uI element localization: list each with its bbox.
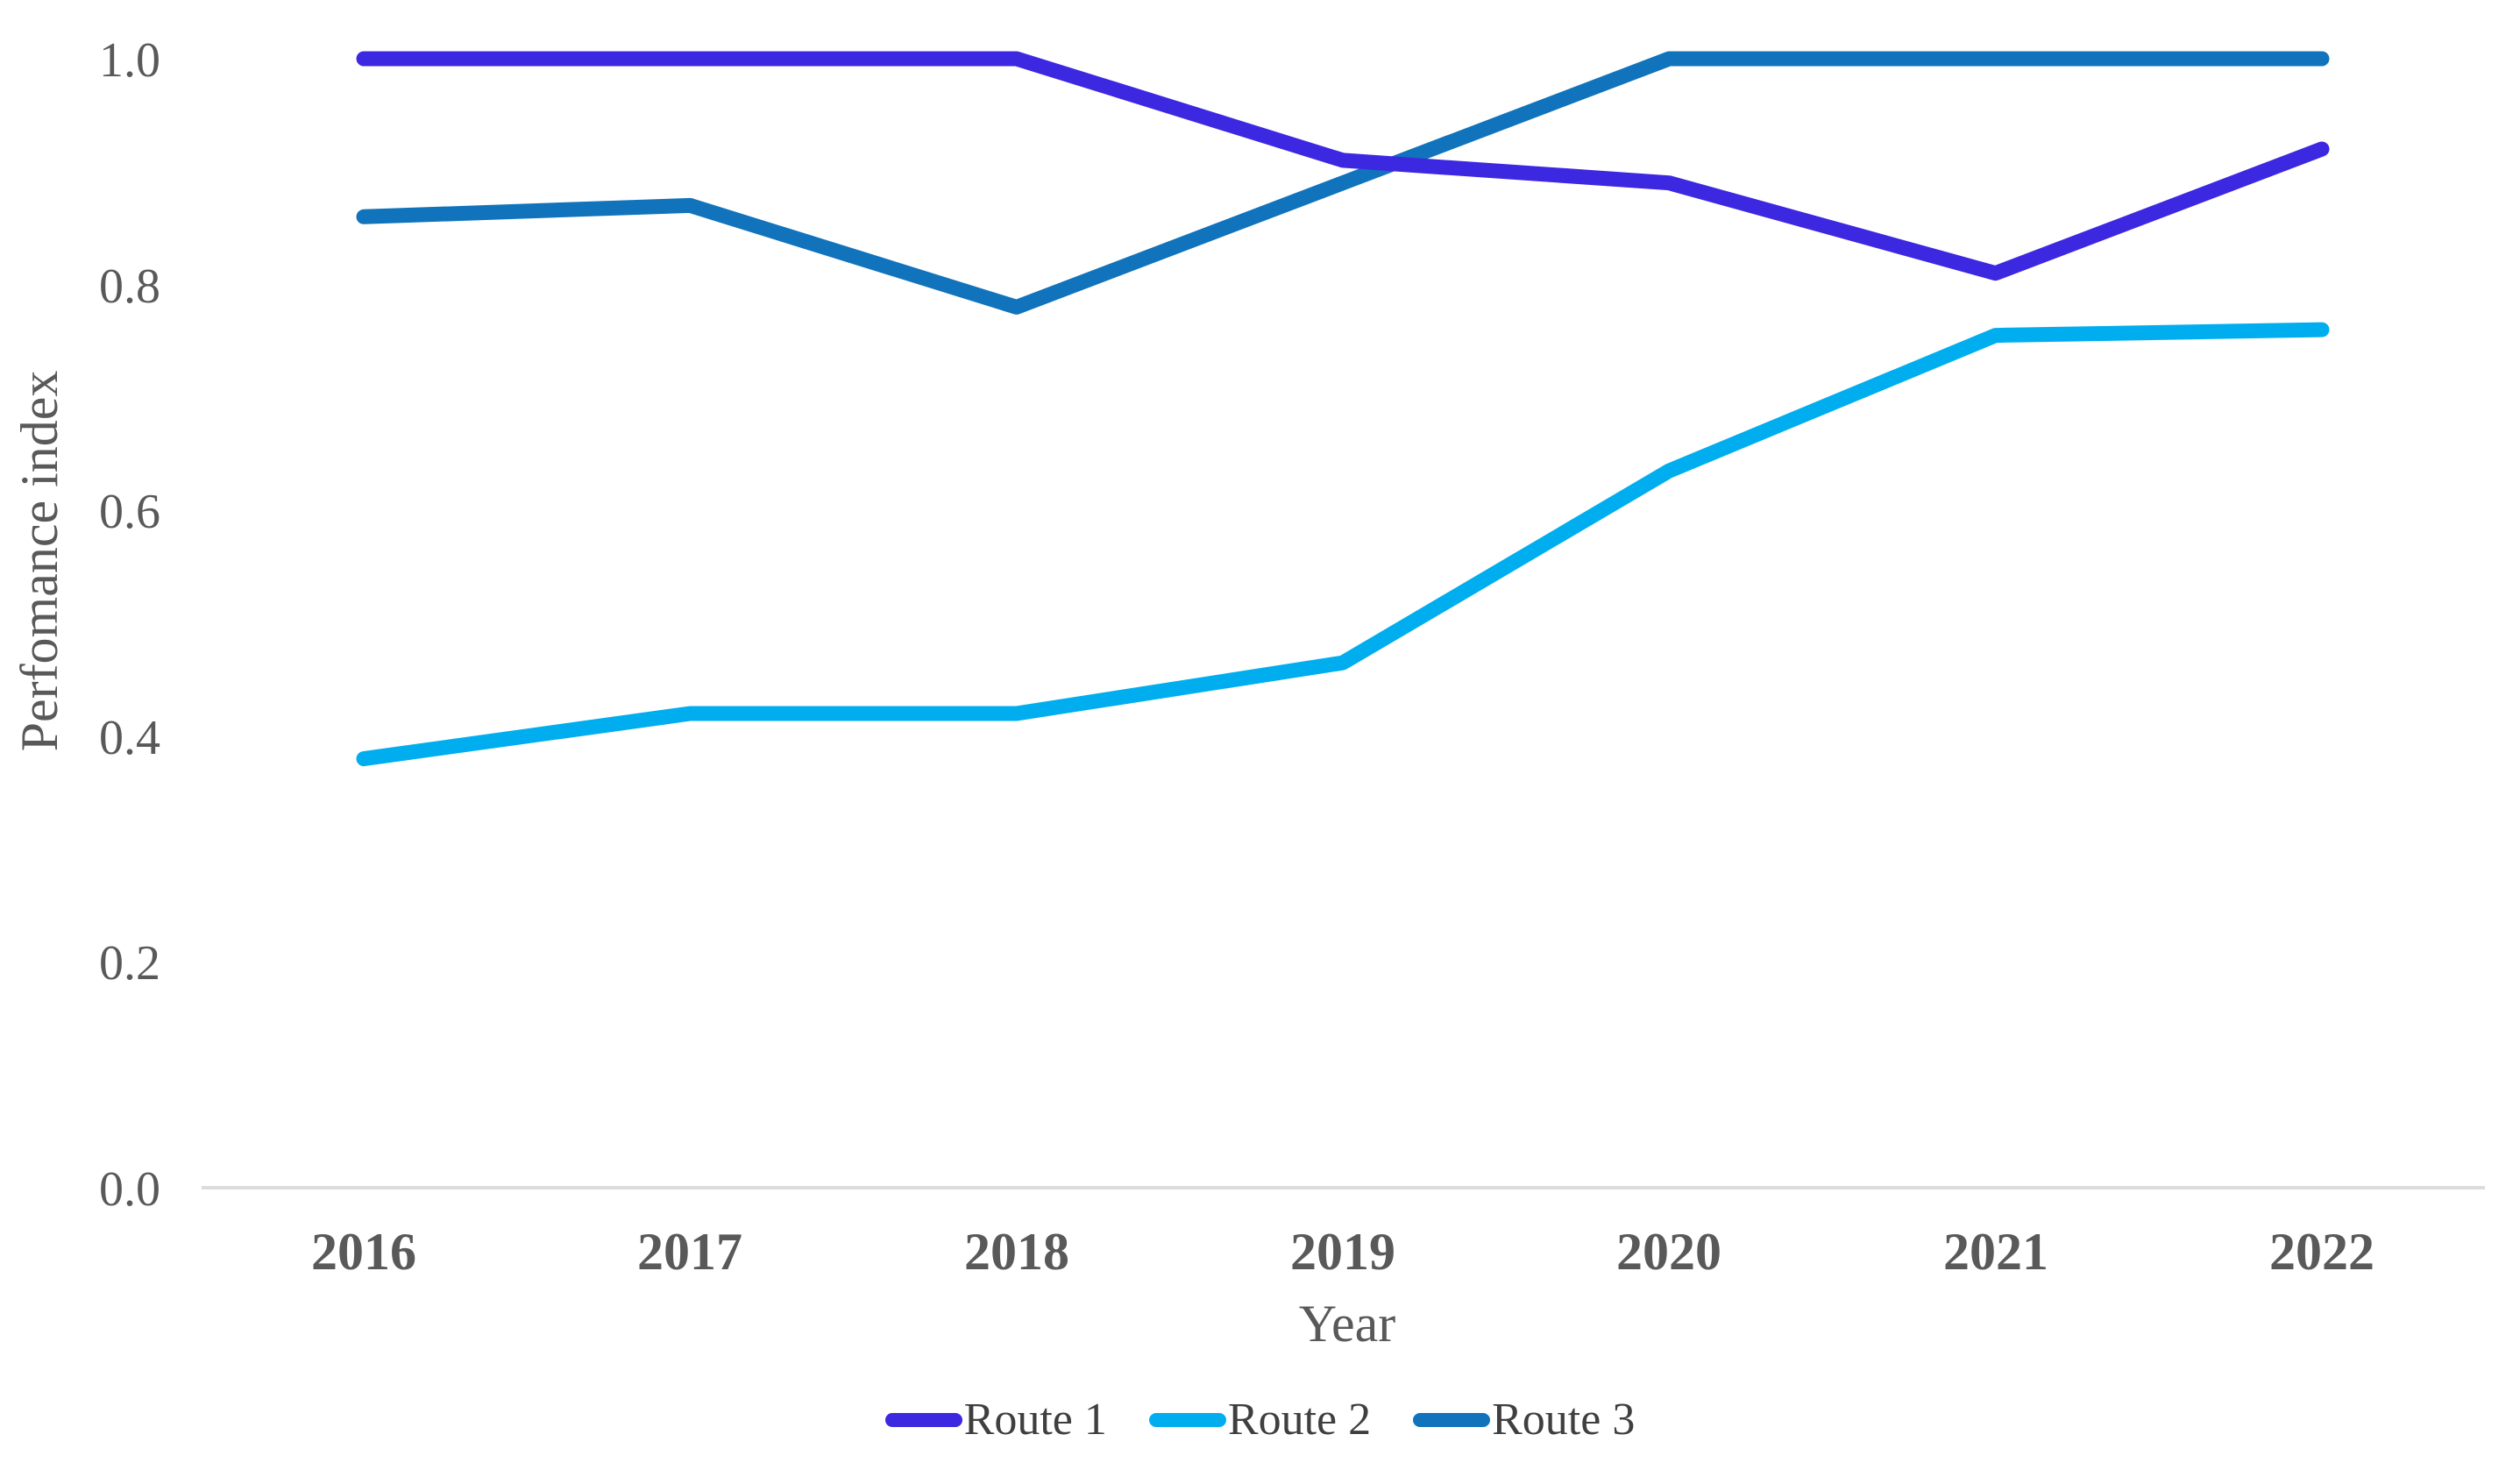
x-axis-tick-labels: 2016 2017 2018 2019 2020 2021 2022 xyxy=(311,1223,2374,1281)
y-tick-1.0: 1.0 xyxy=(99,33,160,88)
route-3-swatch-icon xyxy=(1413,1413,1491,1427)
x-tick-2021: 2021 xyxy=(1943,1223,2048,1281)
chart-legend: Route 1 Route 2 Route 3 xyxy=(0,1397,2520,1443)
y-axis-title: Perfomance index xyxy=(11,371,68,752)
y-tick-0.8: 0.8 xyxy=(99,259,160,314)
legend-item-route-3: Route 3 xyxy=(1413,1397,1635,1443)
legend-label-route-1: Route 1 xyxy=(963,1395,1107,1445)
legend-item-route-2: Route 2 xyxy=(1148,1395,1372,1445)
route-3-line xyxy=(356,51,2330,315)
legend-label-route-3: Route 3 xyxy=(1492,1395,1636,1445)
y-tick-0.2: 0.2 xyxy=(99,936,160,991)
x-tick-2017: 2017 xyxy=(637,1223,742,1281)
y-tick-0.6: 0.6 xyxy=(99,485,160,539)
x-tick-2022: 2022 xyxy=(2269,1223,2374,1281)
y-axis-tick-labels: 1.0 0.8 0.6 0.4 0.2 0.0 xyxy=(99,33,160,1217)
x-tick-2020: 2020 xyxy=(1616,1223,1721,1281)
x-tick-2016: 2016 xyxy=(311,1223,416,1281)
legend-item-route-1: Route 1 xyxy=(884,1395,1107,1445)
route-1-swatch-icon xyxy=(884,1413,962,1427)
legend-label-route-2: Route 2 xyxy=(1227,1395,1372,1445)
y-tick-0.0: 0.0 xyxy=(99,1162,160,1217)
route-2-swatch-icon xyxy=(1148,1413,1226,1427)
y-tick-0.4: 0.4 xyxy=(99,711,160,765)
x-axis-title: Year xyxy=(1299,1295,1396,1353)
x-tick-2019: 2019 xyxy=(1290,1223,1395,1281)
plot-lines xyxy=(356,51,2330,767)
route-2-line xyxy=(356,322,2330,767)
x-tick-2018: 2018 xyxy=(964,1223,1069,1281)
route-1-line xyxy=(356,51,2330,281)
